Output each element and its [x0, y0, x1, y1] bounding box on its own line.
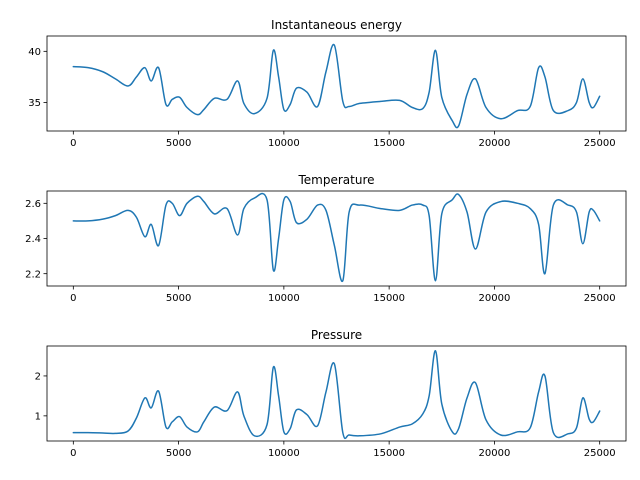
- x-tick-label-pressure: 15000: [373, 448, 405, 459]
- series-line-energy: [72, 43, 601, 129]
- series-line-temperature: [72, 192, 601, 283]
- x-tick-label-energy: 25000: [584, 138, 616, 149]
- y-tick-label-temperature: 2.4: [25, 234, 41, 245]
- x-tick-label-pressure: 25000: [584, 448, 616, 459]
- x-tick-label-energy: 15000: [373, 138, 405, 149]
- subplot-energy: Instantaneous energy 0 5000 10000 15000 20000…: [28, 18, 627, 149]
- x-tick-label-temperature: 20000: [479, 293, 511, 304]
- x-tick-label-pressure: 20000: [479, 448, 511, 459]
- y-tick-label-temperature: 2.2: [25, 269, 41, 280]
- x-tick-label-temperature: 0: [70, 293, 76, 304]
- x-tick-label-energy: 20000: [479, 138, 511, 149]
- subplot-pressure: Pressure 0 5000 10000 15000 20000 25000 1 2: [35, 328, 627, 459]
- x-tick-label-temperature: 10000: [268, 293, 300, 304]
- x-tick-label-temperature: 25000: [584, 293, 616, 304]
- y-tick-label-temperature: 2.6: [25, 199, 41, 210]
- x-tick-label-pressure: 10000: [268, 448, 300, 459]
- x-tick-label-energy: 10000: [268, 138, 300, 149]
- axes-frame-energy: [46, 35, 627, 132]
- subplot-title-temperature: Temperature: [297, 173, 374, 187]
- x-tick-label-energy: 0: [70, 138, 76, 149]
- x-tick-label-temperature: 15000: [373, 293, 405, 304]
- axes-frame-pressure: [46, 345, 627, 442]
- x-tick-label-pressure: 0: [70, 448, 76, 459]
- y-tick-label-energy: 35: [28, 98, 41, 109]
- y-tick-label-energy: 40: [28, 47, 41, 58]
- y-tick-label-pressure: 2: [35, 372, 41, 383]
- subplot-title-energy: Instantaneous energy: [271, 18, 402, 32]
- x-tick-label-pressure: 5000: [166, 448, 191, 459]
- series-line-pressure: [72, 350, 601, 440]
- subplot-title-pressure: Pressure: [311, 328, 362, 342]
- x-tick-label-temperature: 5000: [166, 293, 191, 304]
- subplot-temperature: Temperature 0 5000 10000 15000 20000 25000 2.2 2…: [25, 173, 627, 304]
- y-tick-label-pressure: 1: [35, 411, 41, 422]
- x-tick-label-energy: 5000: [166, 138, 191, 149]
